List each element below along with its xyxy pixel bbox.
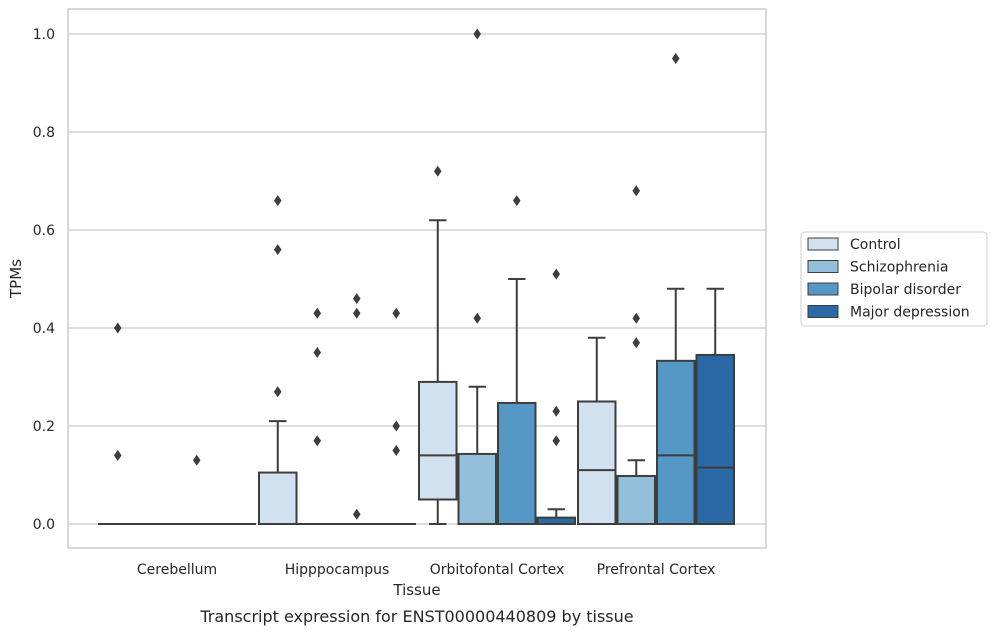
outlier-point (192, 454, 201, 466)
box (418, 380, 458, 501)
legend-swatch (807, 260, 839, 273)
outlier-point (352, 307, 361, 319)
outlier-point (552, 435, 561, 447)
box (695, 353, 735, 526)
legend-swatch (807, 282, 839, 296)
outlier-point (632, 337, 641, 349)
box-series (98, 28, 735, 526)
x-tick-label: Hipppocampus (285, 562, 390, 578)
outlier-point (313, 307, 322, 319)
box (656, 359, 696, 525)
y-tick-label: 0.0 (33, 517, 55, 533)
outlier-point (273, 386, 282, 398)
box-group (418, 165, 458, 525)
box-group (497, 195, 537, 525)
outlier-point (313, 435, 322, 447)
x-axis-title: Tissue (392, 581, 440, 599)
box (616, 474, 656, 526)
outlier-point (273, 244, 282, 256)
legend-label: Control (850, 237, 901, 253)
y-tick-label: 0.8 (33, 125, 55, 141)
chart-caption: Transcript expression for ENST0000044080… (199, 607, 633, 626)
legend-swatch (807, 237, 839, 251)
box-group (297, 307, 337, 526)
legend-label: Bipolar disorder (850, 282, 961, 298)
box-group (457, 28, 497, 525)
outlier-point (552, 405, 561, 417)
outlier-point (552, 268, 561, 280)
box-group (695, 287, 735, 526)
legend: Control Schizophrenia Bipolar disorder Majo… (800, 231, 988, 327)
box-group (656, 53, 696, 525)
box-group (258, 195, 298, 525)
x-tick-label: Orbitofontal Cortex (430, 562, 565, 578)
outlier-point (392, 420, 401, 432)
outlier-point (392, 307, 401, 319)
outlier-point (273, 195, 282, 207)
y-tick-label: 0.6 (33, 223, 55, 239)
y-tick-labels: 0.0 0.2 0.4 0.6 0.8 1.0 (33, 27, 55, 533)
legend-label: Major depression (850, 305, 970, 321)
outlier-point (473, 312, 482, 324)
outlier-point (632, 185, 641, 197)
y-tick-label: 0.4 (33, 321, 55, 337)
box (457, 452, 497, 525)
y-axis-title: TPMs (7, 259, 25, 299)
x-tick-labels: Cerebellum Hipppocampus Orbitofontal Corte… (137, 562, 715, 578)
outlier-point (113, 449, 122, 461)
outlier-point (352, 293, 361, 305)
x-tick-label: Prefrontal Cortex (597, 562, 716, 578)
box-group (616, 185, 656, 526)
box (577, 400, 617, 525)
box-group (98, 322, 138, 526)
outlier-point (113, 322, 122, 334)
box-group (177, 454, 217, 526)
outlier-point (433, 165, 442, 177)
box-group (376, 307, 416, 526)
legend-frame (800, 231, 988, 327)
y-tick-label: 1.0 (33, 27, 55, 43)
box (497, 401, 537, 525)
legend-swatch (807, 305, 839, 318)
x-tick-label: Cerebellum (137, 562, 217, 578)
plot-frame (67, 8, 767, 549)
outlier-point (512, 195, 521, 207)
outlier-point (671, 53, 680, 64)
outlier-point (313, 347, 322, 358)
box-group (337, 293, 377, 526)
box-group (577, 336, 617, 525)
outlier-point (352, 508, 361, 520)
outlier-point (473, 28, 482, 40)
y-tick-label: 0.2 (33, 419, 55, 435)
outlier-point (392, 445, 401, 456)
box-group (536, 268, 576, 526)
legend-label: Schizophrenia (850, 260, 948, 276)
box (258, 471, 298, 525)
outlier-point (632, 312, 641, 324)
